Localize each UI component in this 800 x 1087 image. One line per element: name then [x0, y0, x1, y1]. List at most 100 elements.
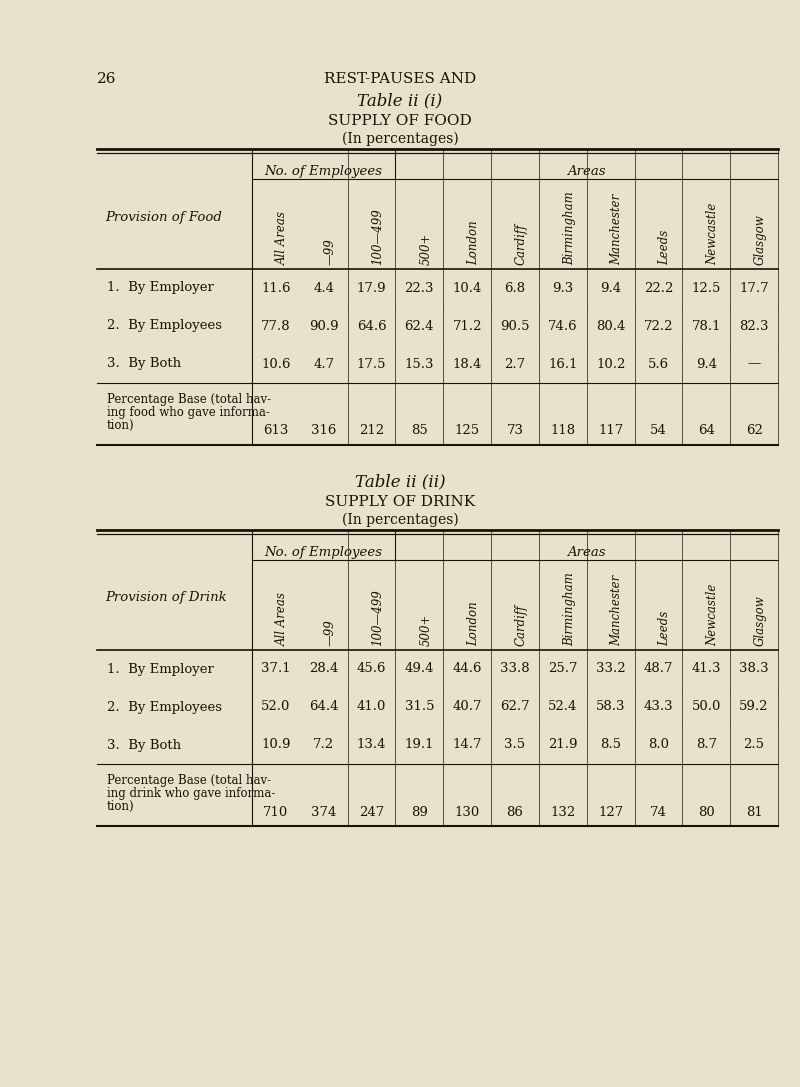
Text: Birmingham: Birmingham — [563, 191, 576, 265]
Text: 117: 117 — [598, 425, 623, 437]
Text: 73: 73 — [506, 425, 523, 437]
Text: (In percentages): (In percentages) — [342, 132, 458, 147]
Text: 7.2: 7.2 — [313, 738, 334, 751]
Text: 80: 80 — [698, 805, 714, 819]
Text: 31.5: 31.5 — [405, 700, 434, 713]
Text: 130: 130 — [454, 805, 480, 819]
Text: 52.4: 52.4 — [548, 700, 578, 713]
Text: Percentage Base (total hav-: Percentage Base (total hav- — [107, 393, 271, 407]
Text: (In percentages): (In percentages) — [342, 513, 458, 527]
Text: 5.6: 5.6 — [648, 358, 669, 371]
Text: 52.0: 52.0 — [262, 700, 290, 713]
Text: 17.5: 17.5 — [357, 358, 386, 371]
Text: 13.4: 13.4 — [357, 738, 386, 751]
Text: No. of Employees: No. of Employees — [265, 546, 382, 559]
Text: 22.2: 22.2 — [644, 282, 673, 295]
Text: 74: 74 — [650, 805, 667, 819]
Text: Cardiff: Cardiff — [515, 223, 528, 265]
Text: 2.  By Employees: 2. By Employees — [107, 700, 222, 713]
Text: London: London — [467, 221, 480, 265]
Text: 15.3: 15.3 — [405, 358, 434, 371]
Text: 40.7: 40.7 — [453, 700, 482, 713]
Text: 59.2: 59.2 — [739, 700, 769, 713]
Text: 100—499: 100—499 — [371, 589, 385, 646]
Text: 71.2: 71.2 — [453, 320, 482, 333]
Text: 44.6: 44.6 — [453, 662, 482, 675]
Text: 64.6: 64.6 — [357, 320, 386, 333]
Text: 33.2: 33.2 — [596, 662, 626, 675]
Text: Areas: Areas — [567, 546, 606, 559]
Text: 500+: 500+ — [419, 614, 432, 646]
Text: 127: 127 — [598, 805, 623, 819]
Text: ing drink who gave informa-: ing drink who gave informa- — [107, 787, 275, 800]
Text: 6.8: 6.8 — [505, 282, 526, 295]
Text: 2.7: 2.7 — [505, 358, 526, 371]
Text: Provision of Drink: Provision of Drink — [105, 591, 226, 604]
Text: SUPPLY OF DRINK: SUPPLY OF DRINK — [325, 495, 475, 509]
Text: 8.0: 8.0 — [648, 738, 669, 751]
Text: tion): tion) — [107, 800, 134, 813]
Text: 247: 247 — [359, 805, 384, 819]
Text: 22.3: 22.3 — [405, 282, 434, 295]
Text: 100—499: 100—499 — [371, 209, 385, 265]
Text: 62.7: 62.7 — [500, 700, 530, 713]
Text: Cardiff: Cardiff — [515, 604, 528, 646]
Text: All Areas: All Areas — [276, 211, 289, 265]
Text: 613: 613 — [263, 425, 289, 437]
Text: 10.6: 10.6 — [261, 358, 290, 371]
Text: 43.3: 43.3 — [644, 700, 674, 713]
Text: 58.3: 58.3 — [596, 700, 626, 713]
Text: Glasgow: Glasgow — [754, 214, 767, 265]
Text: ing food who gave informa-: ing food who gave informa- — [107, 407, 270, 418]
Text: 500+: 500+ — [419, 233, 432, 265]
Text: 17.9: 17.9 — [357, 282, 386, 295]
Text: Manchester: Manchester — [610, 193, 624, 265]
Text: 85: 85 — [411, 425, 428, 437]
Text: Manchester: Manchester — [610, 575, 624, 646]
Text: Table ii (i): Table ii (i) — [358, 92, 442, 109]
Text: Percentage Base (total hav-: Percentage Base (total hav- — [107, 774, 271, 787]
Text: 1.  By Employer: 1. By Employer — [107, 282, 214, 295]
Text: 78.1: 78.1 — [691, 320, 721, 333]
Text: 2.5: 2.5 — [743, 738, 765, 751]
Text: 38.3: 38.3 — [739, 662, 769, 675]
Text: 80.4: 80.4 — [596, 320, 626, 333]
Text: 118: 118 — [550, 425, 575, 437]
Text: 37.1: 37.1 — [261, 662, 290, 675]
Text: —: — — [747, 358, 761, 371]
Text: 9.3: 9.3 — [552, 282, 574, 295]
Text: No. of Employees: No. of Employees — [265, 165, 382, 178]
Text: 11.6: 11.6 — [261, 282, 290, 295]
Text: 72.2: 72.2 — [644, 320, 674, 333]
Text: 18.4: 18.4 — [453, 358, 482, 371]
Text: 132: 132 — [550, 805, 575, 819]
Text: 16.1: 16.1 — [548, 358, 578, 371]
Text: 12.5: 12.5 — [691, 282, 721, 295]
Text: 17.7: 17.7 — [739, 282, 769, 295]
Text: tion): tion) — [107, 418, 134, 432]
Text: 9.4: 9.4 — [696, 358, 717, 371]
Text: 64.4: 64.4 — [309, 700, 338, 713]
Text: Glasgow: Glasgow — [754, 596, 767, 646]
Text: 90.5: 90.5 — [500, 320, 530, 333]
Text: SUPPLY OF FOOD: SUPPLY OF FOOD — [328, 114, 472, 128]
Text: Areas: Areas — [567, 165, 606, 178]
Text: All Areas: All Areas — [276, 592, 289, 646]
Text: —99: —99 — [324, 238, 337, 265]
Text: Leeds: Leeds — [658, 229, 671, 265]
Text: 316: 316 — [311, 425, 337, 437]
Text: Birmingham: Birmingham — [563, 572, 576, 646]
Text: 10.9: 10.9 — [261, 738, 290, 751]
Text: 1.  By Employer: 1. By Employer — [107, 662, 214, 675]
Text: 74.6: 74.6 — [548, 320, 578, 333]
Text: 125: 125 — [454, 425, 480, 437]
Text: 710: 710 — [263, 805, 289, 819]
Text: 41.3: 41.3 — [691, 662, 721, 675]
Text: 10.4: 10.4 — [453, 282, 482, 295]
Text: 2.  By Employees: 2. By Employees — [107, 320, 222, 333]
Text: 374: 374 — [311, 805, 337, 819]
Text: 64: 64 — [698, 425, 714, 437]
Text: 81: 81 — [746, 805, 762, 819]
Text: Leeds: Leeds — [658, 611, 671, 646]
Text: 28.4: 28.4 — [309, 662, 338, 675]
